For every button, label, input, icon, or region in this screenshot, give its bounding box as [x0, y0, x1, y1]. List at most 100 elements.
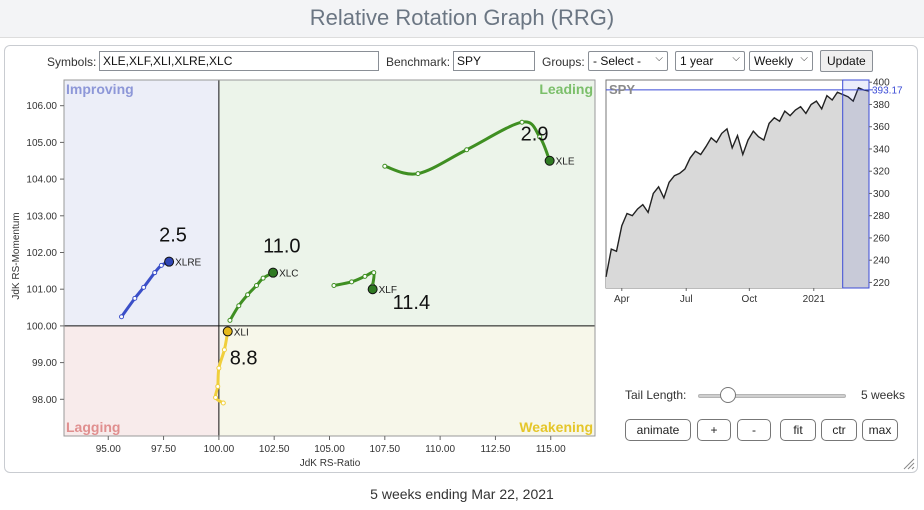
x-tick-label: 110.00: [425, 444, 455, 455]
resize-grip-icon[interactable]: [901, 456, 915, 470]
benchmark-y-tick-label: 240: [873, 256, 890, 267]
benchmark-x-label: Jul: [680, 294, 693, 305]
benchmark-highlight-window: [842, 79, 870, 289]
x-axis-ticks: 95.00 97.50 100.00 102.50 105.00 107.50 110.00…: [96, 436, 566, 455]
benchmark-chart: 400 380 360 340 320 300 280 260 240 220 Apr Jul Oct…: [605, 78, 903, 305]
benchmark-y-ticks: 400 380 360 340 320 300 280 260 240 220: [869, 78, 890, 289]
y-tick-label: 98.00: [32, 395, 57, 406]
benchmark-last-value: 393.17: [872, 85, 903, 96]
animate-button[interactable]: animate: [625, 419, 691, 441]
tail-point-xli: [213, 394, 219, 400]
tail-point-xli: [215, 383, 221, 389]
tail-point-xle: [537, 134, 543, 140]
groups-select[interactable]: - Select - ⌵: [588, 51, 668, 71]
tail-length-label: Tail Length:: [625, 388, 687, 402]
x-tick-label: 102.50: [259, 444, 290, 455]
x-axis-label: JdK RS-Ratio: [300, 458, 361, 469]
tail-symbol-xlc: XLC: [279, 269, 298, 280]
fit-button[interactable]: fit: [780, 419, 816, 441]
benchmark-x-label: 2021: [803, 294, 826, 305]
symbols-label: Symbols:: [47, 55, 97, 69]
tail-point-xlc: [236, 303, 242, 309]
benchmark-y-tick-label: 400: [873, 78, 890, 89]
y-tick-label: 102.00: [26, 248, 57, 259]
tail-symbol-xle: XLE: [556, 157, 575, 168]
update-button[interactable]: Update: [820, 50, 873, 72]
quadrant-improving: [64, 80, 219, 326]
chevron-down-icon: ⌵: [655, 53, 663, 64]
symbols-input[interactable]: [99, 51, 379, 71]
benchmark-symbol: SPY: [609, 82, 635, 97]
y-tick-label: 104.00: [26, 175, 57, 186]
quadrant-leading: [218, 80, 595, 326]
x-tick-label: 105.00: [314, 444, 345, 455]
period-selected-value: 1 year: [680, 54, 714, 68]
tail-point-xlre: [158, 262, 164, 268]
benchmark-y-tick-label: 300: [873, 189, 890, 200]
toolbar: Symbols: Benchmark: Groups: - Select - ⌵…: [5, 50, 917, 76]
x-tick-label: 97.50: [151, 444, 176, 455]
chevron-down-icon: ⌵: [800, 53, 808, 64]
zoom-out-button[interactable]: -: [737, 419, 771, 441]
center-button[interactable]: ctr: [821, 419, 857, 441]
tail-symbol-xlf: XLF: [379, 285, 397, 296]
max-button[interactable]: max: [862, 419, 898, 441]
tail-head-xle: [544, 155, 555, 166]
tail-length-value: 5 weeks: [860, 388, 905, 402]
frequency-selected-value: Weekly: [754, 54, 794, 68]
tail-length-slider-thumb[interactable]: [719, 387, 736, 403]
tail-point-xle: [464, 147, 470, 153]
tail-symbol-xlre: XLRE: [175, 258, 201, 269]
period-select[interactable]: 1 year ⌵: [675, 51, 745, 71]
benchmark-input[interactable]: [453, 51, 535, 71]
tail-point-xlre: [152, 270, 158, 276]
benchmark-y-tick-label: 380: [873, 100, 890, 111]
benchmark-y-tick-label: 280: [873, 211, 890, 222]
chevron-down-icon: ⌵: [732, 53, 740, 64]
tail-length-slider-track[interactable]: [698, 394, 846, 398]
tail-point-xli: [220, 400, 226, 406]
benchmark-line: [605, 86, 870, 278]
benchmark-y-tick-label: 220: [873, 278, 890, 289]
tail-point-xlf: [371, 270, 377, 276]
y-axis-ticks: 106.00 105.00 104.00 103.00 102.00 101.00 100.…: [26, 101, 64, 406]
x-tick-label: 112.50: [481, 444, 511, 455]
y-tick-label: 99.00: [32, 358, 57, 369]
y-tick-label: 101.00: [26, 285, 57, 296]
tail-point-xlf: [349, 279, 355, 285]
quadrant-lagging: [64, 325, 219, 436]
benchmark-x-label: Apr: [614, 294, 630, 305]
tail-point-xli: [221, 347, 227, 353]
tail-head-xli: [222, 326, 233, 337]
tail-value-xlf: 11.4: [393, 292, 430, 314]
tail-length-control: Tail Length: 5 weeks: [625, 386, 915, 406]
tail-point-xlre: [119, 314, 125, 320]
footer-caption: 5 weeks ending Mar 22, 2021: [370, 486, 554, 502]
quadrant-weakening: [218, 325, 595, 436]
tail-head-xlf: [367, 284, 378, 295]
chart-controls: animate + - fit ctr max: [625, 419, 915, 443]
tail-point-xli: [216, 365, 222, 371]
tail-point-xlf: [362, 273, 368, 279]
y-axis-label: JdK RS-Momentum: [11, 212, 22, 299]
tail-value-xle: 2.9: [521, 124, 549, 146]
tail-point-xlre: [141, 284, 147, 290]
benchmark-y-tick-label: 360: [873, 122, 890, 133]
zoom-in-button[interactable]: +: [697, 419, 731, 441]
frequency-select[interactable]: Weekly ⌵: [749, 51, 813, 71]
page-title: Relative Rotation Graph (RRG): [0, 0, 924, 38]
tail-point-xle: [382, 163, 388, 169]
tail-value-xlre: 2.5: [159, 225, 187, 247]
benchmark-y-tick-label: 320: [873, 167, 890, 178]
tail-point-xlc: [245, 292, 251, 298]
benchmark-y-tick-label: 340: [873, 144, 890, 155]
y-tick-label: 100.00: [26, 321, 57, 332]
tail-point-xlc: [253, 283, 259, 289]
tail-value-xlc: 11.0: [263, 236, 300, 258]
quadrant-label-improving: Improving: [66, 81, 134, 97]
y-tick-label: 106.00: [26, 101, 57, 112]
rrg-canvas[interactable]: Improving Leading Lagging Weakening 95.0…: [5, 46, 917, 472]
y-tick-label: 105.00: [26, 138, 57, 149]
x-tick-label: 100.00: [204, 444, 235, 455]
y-tick-label: 103.00: [26, 211, 57, 222]
